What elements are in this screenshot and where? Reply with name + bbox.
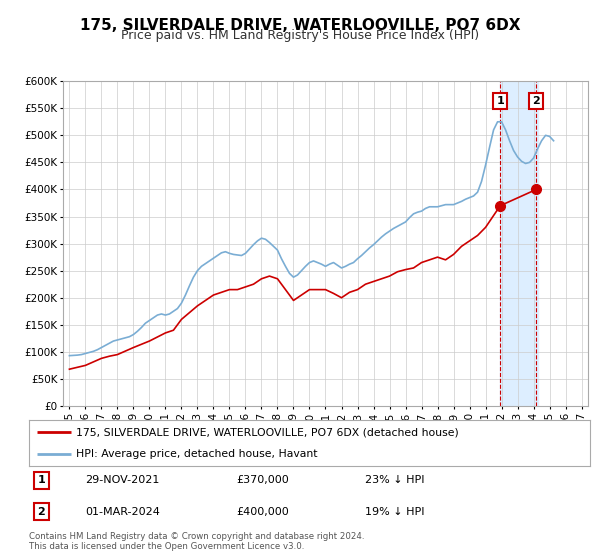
Text: 01-MAR-2024: 01-MAR-2024 [85,507,160,517]
Text: 29-NOV-2021: 29-NOV-2021 [85,475,159,486]
Text: HPI: Average price, detached house, Havant: HPI: Average price, detached house, Hava… [76,449,318,459]
Text: Price paid vs. HM Land Registry's House Price Index (HPI): Price paid vs. HM Land Registry's House … [121,29,479,42]
Text: 23% ↓ HPI: 23% ↓ HPI [365,475,425,486]
Text: 1: 1 [37,475,45,486]
Text: 175, SILVERDALE DRIVE, WATERLOOVILLE, PO7 6DX (detached house): 175, SILVERDALE DRIVE, WATERLOOVILLE, PO… [76,427,459,437]
Text: £370,000: £370,000 [236,475,289,486]
Text: 2: 2 [532,96,540,106]
Text: 19% ↓ HPI: 19% ↓ HPI [365,507,425,517]
Bar [500,81,538,406]
Text: £400,000: £400,000 [236,507,289,517]
Text: 1: 1 [496,96,504,106]
Text: Contains HM Land Registry data © Crown copyright and database right 2024.
This d: Contains HM Land Registry data © Crown c… [29,532,364,552]
Text: 175, SILVERDALE DRIVE, WATERLOOVILLE, PO7 6DX: 175, SILVERDALE DRIVE, WATERLOOVILLE, PO… [80,18,520,34]
Text: 2: 2 [37,507,45,517]
